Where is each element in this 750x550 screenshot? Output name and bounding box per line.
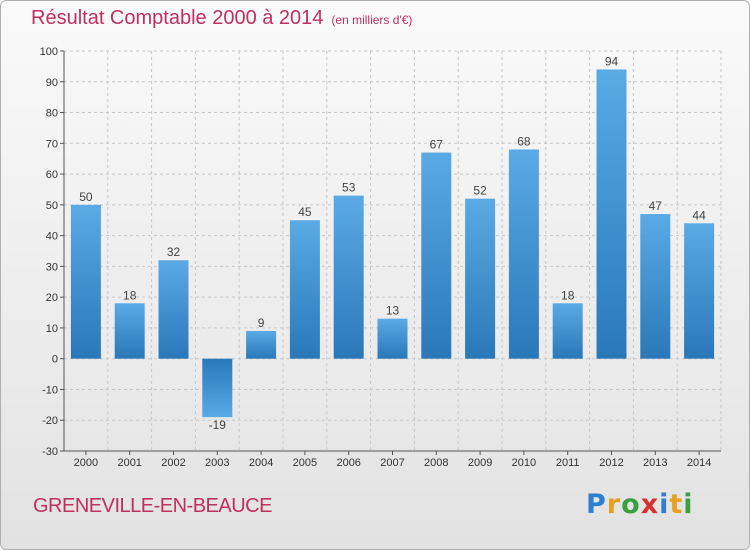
x-tick-label: 2014	[687, 457, 711, 469]
bars	[70, 69, 715, 418]
y-tick-label: 100	[40, 46, 58, 58]
bar-2004	[246, 331, 277, 359]
bar-2005	[289, 220, 320, 359]
proxiti-logo: Proxiti	[586, 489, 694, 520]
x-tick-label: 2009	[468, 457, 492, 469]
x-tick-label: 2007	[380, 457, 404, 469]
y-tick-label: 20	[46, 292, 58, 304]
bar-2012	[596, 69, 627, 359]
value-label: 53	[342, 181, 356, 195]
logo-letter: t	[669, 489, 684, 520]
value-label: 45	[298, 205, 312, 219]
value-label: 13	[386, 304, 400, 318]
x-tick-label: 2008	[424, 457, 448, 469]
y-tick-label: 10	[46, 323, 58, 335]
y-tick-label: -20	[42, 415, 58, 427]
value-label: 9	[258, 316, 265, 330]
bar-2001	[114, 303, 145, 359]
y-tick-label: 80	[46, 108, 58, 120]
x-tick-label: 2010	[512, 457, 536, 469]
y-tick-label: 40	[46, 231, 58, 243]
value-label: 52	[473, 184, 487, 198]
y-tick-label: 30	[46, 261, 58, 273]
y-tick-label: -10	[42, 384, 58, 396]
bar-2006	[333, 195, 364, 359]
x-tick-label: 2004	[249, 457, 273, 469]
value-label: 67	[430, 138, 444, 152]
x-tick-label: 2011	[556, 457, 580, 469]
axes	[60, 50, 721, 455]
bar-2014	[684, 223, 715, 359]
bar-2000	[70, 204, 101, 359]
y-tick-label: 60	[46, 169, 58, 181]
y-tick-label: 90	[46, 77, 58, 89]
y-tick-label: 70	[46, 138, 58, 150]
value-label: 18	[123, 288, 137, 302]
value-label: 68	[517, 134, 531, 148]
bar-2011	[552, 303, 583, 359]
value-label: 47	[649, 199, 663, 213]
x-tick-label: 2012	[599, 457, 623, 469]
chart-subtitle: (en milliers d'€)	[331, 13, 413, 27]
logo-letter: i	[683, 489, 694, 520]
bar-2007	[377, 318, 408, 359]
commune-name: GRENEVILLE-EN-BEAUCE	[33, 495, 272, 517]
bar-2013	[640, 214, 671, 359]
bar-2002	[158, 260, 189, 359]
x-tick-label: 2003	[205, 457, 229, 469]
x-tick-label: 2013	[643, 457, 667, 469]
x-tick-label: 2005	[293, 457, 317, 469]
x-tick-label: 2002	[161, 457, 185, 469]
bar-2009	[465, 198, 496, 359]
value-label: 18	[561, 288, 575, 302]
logo-letter: o	[621, 489, 641, 520]
x-tick-label: 2006	[336, 457, 360, 469]
bar-2003	[202, 358, 233, 418]
logo-letter: r	[606, 489, 622, 520]
logo-letter: x	[640, 489, 660, 520]
y-tick-label: 0	[52, 354, 58, 366]
value-label: 50	[79, 190, 93, 204]
logo-letter: P	[586, 489, 607, 520]
value-label: 44	[692, 208, 706, 222]
value-label: -19	[209, 418, 227, 432]
bar-2008	[421, 152, 452, 359]
chart-title: Résultat Comptable 2000 à 2014 (en millie…	[31, 7, 413, 29]
y-tick-label: -30	[42, 446, 58, 458]
labels: -30 -20 -10 0 10 20 30 40 50 60 70 80 90 100 50 2000 18 2…	[40, 46, 712, 469]
logo-letter: i	[659, 489, 670, 520]
bar-2010	[508, 149, 539, 359]
y-tick-label: 50	[46, 200, 58, 212]
value-label: 94	[605, 54, 619, 68]
x-tick-label: 2001	[117, 457, 141, 469]
value-label: 32	[167, 245, 181, 259]
x-tick-label: 2000	[74, 457, 98, 469]
